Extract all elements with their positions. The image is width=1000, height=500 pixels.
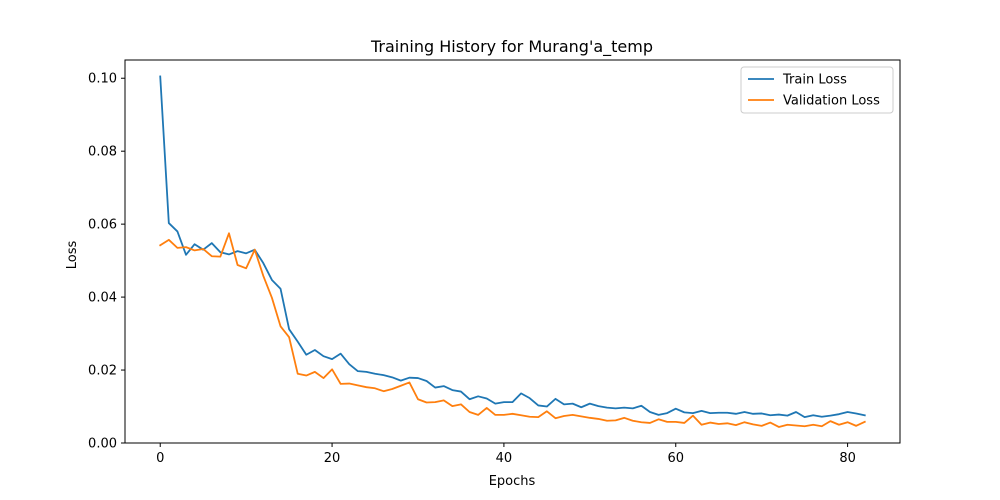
- y-tick-label: 0.08: [88, 145, 117, 160]
- y-tick-label: 0.06: [88, 218, 117, 233]
- legend-label: Validation Loss: [783, 94, 880, 109]
- y-tick-label: 0.10: [88, 72, 117, 87]
- x-tick-label: 80: [839, 451, 856, 466]
- series-line-train-loss: [159, 75, 866, 419]
- legend-label: Train Loss: [782, 73, 847, 88]
- series-line-validation-loss: [158, 232, 866, 428]
- y-tick-label: 0.02: [88, 364, 117, 379]
- legend-box: [740, 66, 894, 114]
- chart-title: Training History for Murang'a_temp: [370, 37, 653, 57]
- x-axis-label: Epochs: [489, 474, 536, 489]
- x-tick-label: 60: [667, 451, 684, 466]
- x-tick-label: 20: [324, 451, 341, 466]
- plot-area: 0 20 40 60 80 0.00 0.02 0.04 0.06 0.08 0.10 Train L…: [88, 59, 901, 466]
- y-tick-label: 0.00: [88, 437, 117, 452]
- axes-frame: [124, 59, 901, 444]
- x-tick-label: 40: [496, 451, 513, 466]
- x-tick-label: 0: [156, 451, 164, 466]
- y-tick-label: 0.04: [88, 291, 117, 306]
- legend: Train Loss Validation Loss: [740, 66, 894, 114]
- y-axis-label: Loss: [65, 241, 80, 270]
